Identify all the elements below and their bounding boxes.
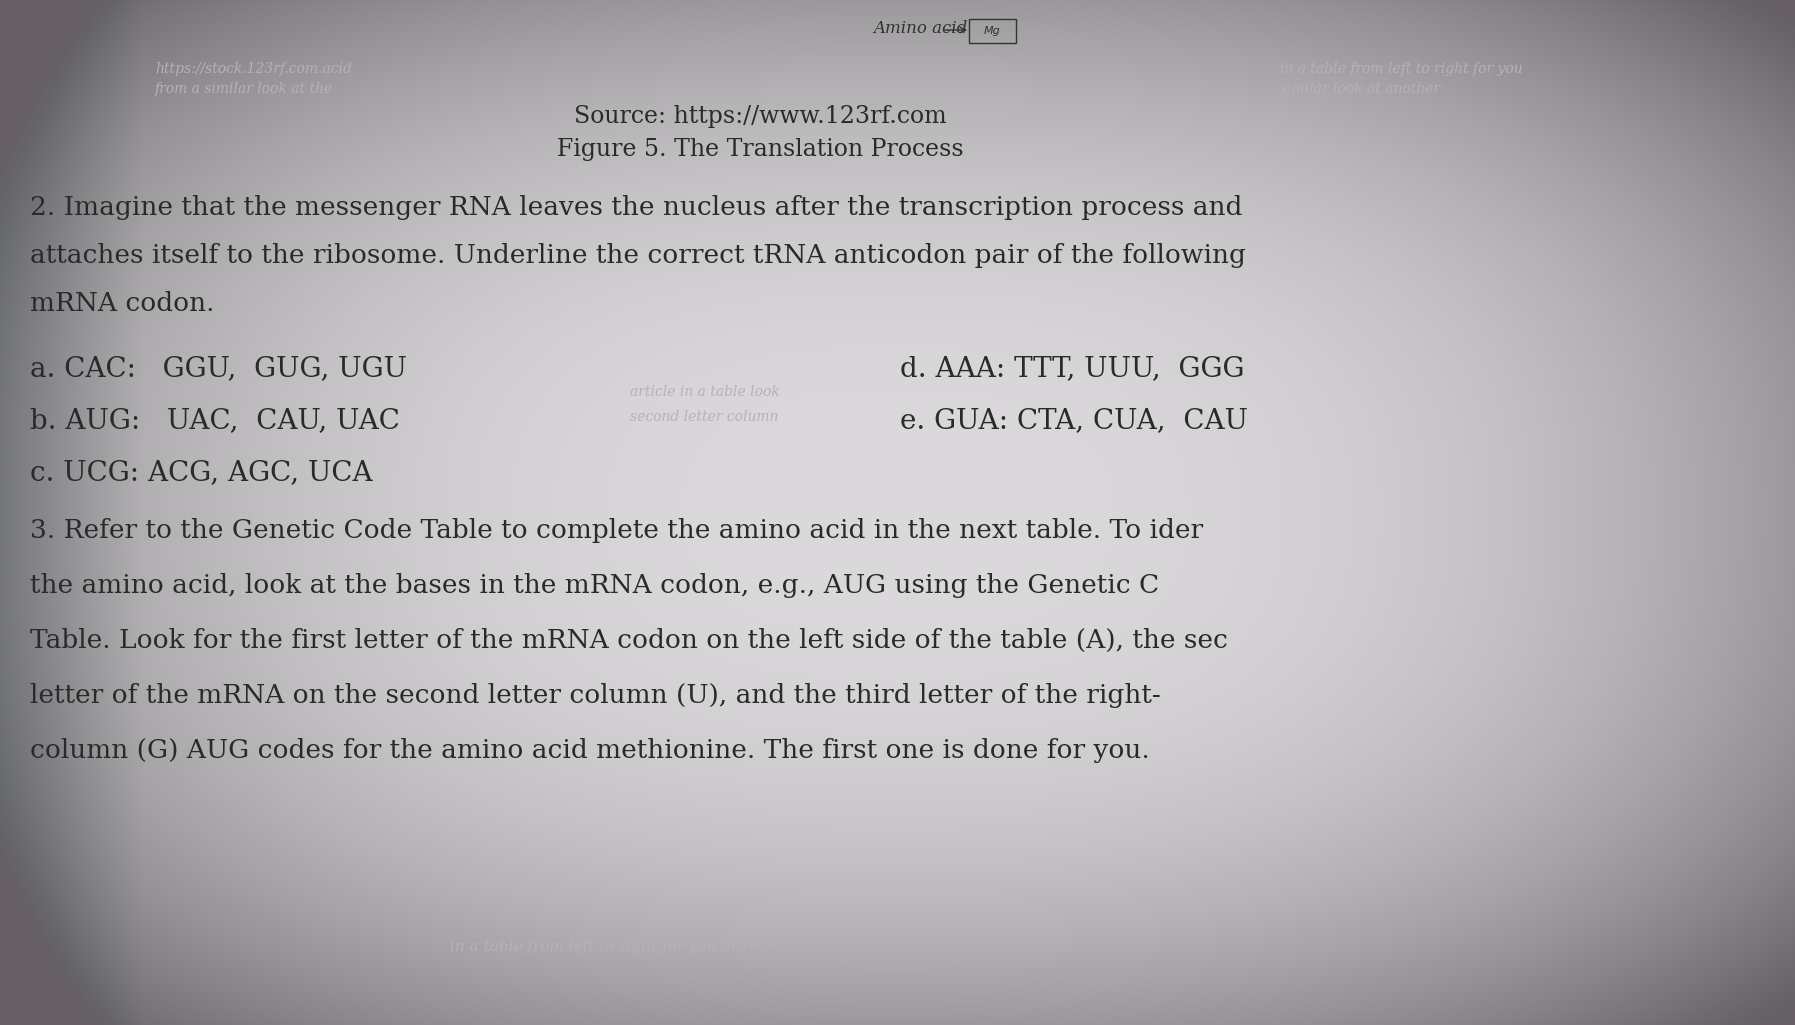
Text: 3. Refer to the Genetic Code Table to complete the amino acid in the next table.: 3. Refer to the Genetic Code Table to co…: [31, 518, 1203, 543]
Text: c. UCG: ACG, AGC, UCA: c. UCG: ACG, AGC, UCA: [31, 459, 373, 486]
Text: Figure 5. The Translation Process: Figure 5. The Translation Process: [556, 138, 964, 161]
Text: letter of the mRNA on the second letter column (U), and the third letter of the : letter of the mRNA on the second letter …: [31, 683, 1161, 708]
Text: a. CAC:   GGU,  GUG, UGU: a. CAC: GGU, GUG, UGU: [31, 355, 407, 382]
Text: the amino acid, look at the bases in the mRNA codon, e.g., AUG using the Genetic: the amino acid, look at the bases in the…: [31, 573, 1160, 598]
Text: https://stock.123rf.com.acid: https://stock.123rf.com.acid: [154, 62, 352, 76]
Text: column (G) AUG codes for the amino acid methionine. The first one is done for yo: column (G) AUG codes for the amino acid …: [31, 738, 1151, 763]
Text: 2. Imagine that the messenger RNA leaves the nucleus after the transcription pro: 2. Imagine that the messenger RNA leaves…: [31, 195, 1242, 220]
Text: Table. Look for the first letter of the mRNA codon on the left side of the table: Table. Look for the first letter of the …: [31, 628, 1228, 653]
Text: Amino acid: Amino acid: [872, 20, 968, 37]
Text: from a similar look at the: from a similar look at the: [154, 82, 334, 96]
Text: in a table from left to right for you: in a table from left to right for you: [1280, 62, 1522, 76]
Text: second letter column: second letter column: [630, 410, 779, 424]
Text: d. AAA: TTT, UUU,  GGG: d. AAA: TTT, UUU, GGG: [899, 355, 1244, 382]
Text: b. AUG:   UAC,  CAU, UAC: b. AUG: UAC, CAU, UAC: [31, 407, 400, 434]
Text: similar look at another: similar look at another: [1280, 82, 1440, 96]
Text: article in a table look: article in a table look: [630, 385, 779, 399]
Text: e. GUA: CTA, CUA,  CAU: e. GUA: CTA, CUA, CAU: [899, 407, 1248, 434]
Text: Mg: Mg: [984, 26, 1000, 36]
Text: in a table from left to right for you answer: in a table from left to right for you an…: [451, 940, 777, 954]
Text: attaches itself to the ribosome. Underline the correct tRNA anticodon pair of th: attaches itself to the ribosome. Underli…: [31, 243, 1246, 268]
Text: Source: https://www.123rf.com: Source: https://www.123rf.com: [574, 105, 946, 128]
Text: mRNA codon.: mRNA codon.: [31, 291, 214, 316]
